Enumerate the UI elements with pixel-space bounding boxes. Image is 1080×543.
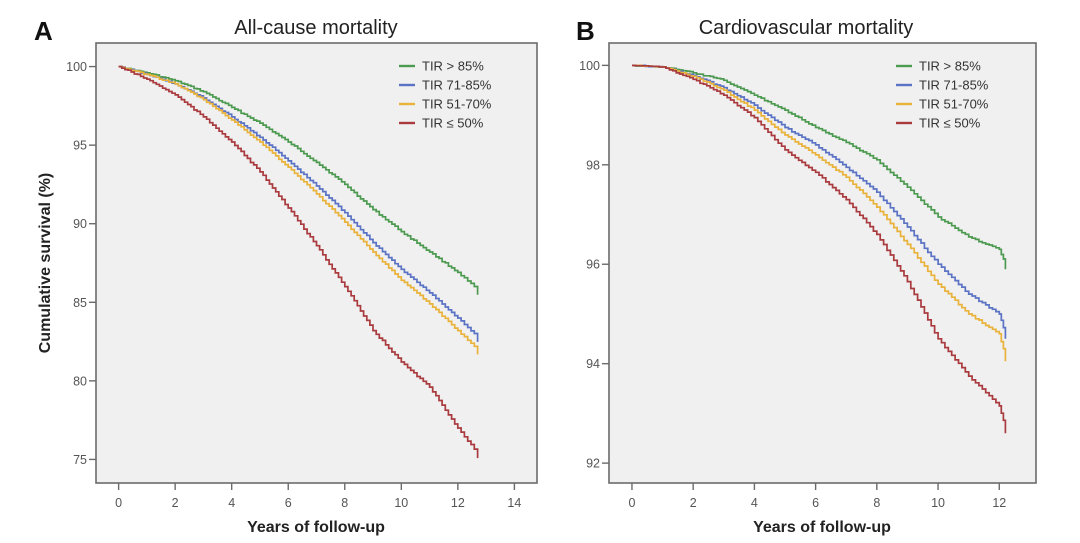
panel-a: A All-cause mortality 75 80 85 90 95 100 0 2 4 6…	[34, 16, 538, 536]
x-tick-label: 10	[931, 496, 945, 510]
legend-label: TIR 51-70%	[422, 97, 492, 112]
panel-b-x-axis: 0 2 4 6 8 10 12	[628, 483, 1006, 510]
legend-label: TIR 71-85%	[919, 78, 989, 93]
x-tick-label: 0	[115, 496, 122, 510]
y-tick-label: 95	[73, 139, 87, 153]
panel-a-legend: TIR > 85% TIR 71-85% TIR 51-70% TIR ≤ 50%	[399, 59, 492, 131]
series-line	[632, 64, 1007, 434]
y-tick-label: 92	[586, 457, 600, 471]
panel-a-x-axis-label: Years of follow-up	[247, 519, 385, 536]
x-tick-label: 2	[172, 496, 179, 510]
x-tick-label: 6	[285, 496, 292, 510]
x-tick-label: 6	[812, 496, 819, 510]
panel-letter-b: B	[576, 16, 595, 46]
panel-b-x-axis-label: Years of follow-up	[753, 519, 891, 536]
series-line	[632, 64, 1007, 270]
legend-label: TIR > 85%	[919, 59, 981, 74]
x-tick-label: 12	[992, 496, 1006, 510]
panel-a-plot-area	[95, 42, 538, 484]
series-line	[632, 64, 1007, 362]
y-tick-label: 94	[586, 357, 600, 371]
y-tick-label: 75	[73, 453, 87, 467]
x-tick-label: 0	[628, 496, 635, 510]
x-tick-label: 10	[394, 496, 408, 510]
x-tick-label: 4	[751, 496, 758, 510]
series-line	[118, 65, 479, 355]
series-line	[118, 65, 479, 295]
legend-label: TIR 71-85%	[422, 78, 492, 93]
y-tick-label: 100	[66, 60, 87, 74]
x-tick-label: 12	[451, 496, 465, 510]
y-tick-label: 90	[73, 217, 87, 231]
panel-b-legend: TIR > 85% TIR 71-85% TIR 51-70% TIR ≤ 50%	[896, 59, 989, 131]
y-tick-label: 85	[73, 296, 87, 310]
y-tick-label: 96	[586, 258, 600, 272]
x-tick-label: 8	[873, 496, 880, 510]
panel-a-x-axis: 0 2 4 6 8 10 12 14	[115, 483, 521, 510]
y-tick-label: 80	[73, 374, 87, 388]
legend-label: TIR ≤ 50%	[422, 116, 484, 131]
legend-label: TIR ≤ 50%	[919, 116, 981, 131]
x-tick-label: 8	[341, 496, 348, 510]
panel-b-y-axis: 92 94 96 98 100	[579, 59, 609, 471]
y-tick-label: 98	[586, 158, 600, 172]
panel-b-plot-area	[608, 42, 1037, 484]
y-tick-label: 100	[579, 59, 600, 73]
series-line	[632, 64, 1007, 339]
panel-letter-a: A	[34, 16, 53, 46]
legend-label: TIR 51-70%	[919, 97, 989, 112]
y-axis-label: Cumulative survival (%)	[37, 173, 54, 354]
panel-a-series	[118, 65, 479, 459]
panel-a-y-axis: 75 80 85 90 95 100	[66, 60, 96, 467]
series-line	[118, 65, 479, 459]
panel-b-series	[632, 64, 1007, 434]
panel-b-title: Cardiovascular mortality	[699, 17, 914, 39]
legend-label: TIR > 85%	[422, 59, 484, 74]
x-tick-label: 14	[507, 496, 521, 510]
panel-a-title: All-cause mortality	[234, 17, 397, 39]
x-tick-label: 4	[228, 496, 235, 510]
x-tick-label: 2	[690, 496, 697, 510]
